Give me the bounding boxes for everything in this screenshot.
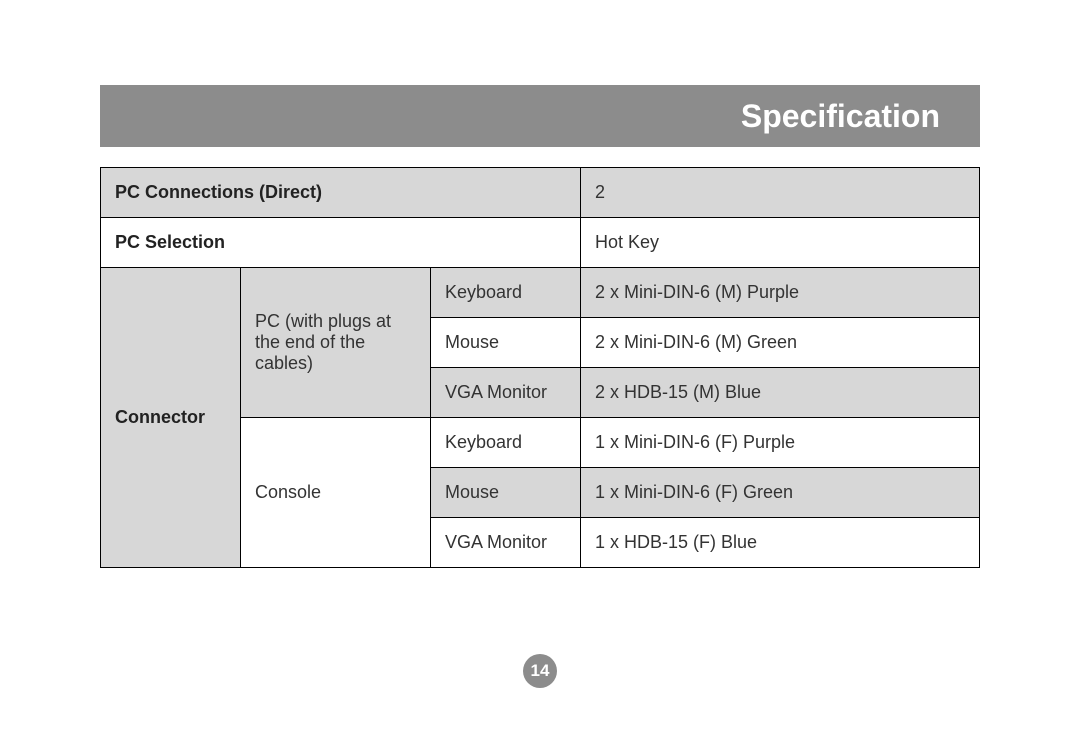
table-row: PC Connections (Direct) 2 [101,168,980,218]
port-cell: Keyboard [431,268,581,318]
port-cell: Mouse [431,468,581,518]
page-container: Specification PC Connections (Direct) 2 … [0,0,1080,752]
table-row: Connector PC (with plugs at the end of t… [101,268,980,318]
spec-cell: 1 x Mini-DIN-6 (F) Green [581,468,980,518]
row-value: 2 [581,168,980,218]
connector-group-label: PC (with plugs at the end of the cables) [241,268,431,418]
port-cell: Mouse [431,318,581,368]
page-title: Specification [741,98,940,135]
page-number: 14 [531,661,550,681]
title-bar: Specification [100,85,980,147]
connector-group-label: Console [241,418,431,568]
port-cell: VGA Monitor [431,518,581,568]
spec-cell: 2 x Mini-DIN-6 (M) Purple [581,268,980,318]
page-number-badge: 14 [523,654,557,688]
connector-label: Connector [101,268,241,568]
row-label: PC Connections (Direct) [101,168,581,218]
port-cell: Keyboard [431,418,581,468]
spec-cell: 2 x Mini-DIN-6 (M) Green [581,318,980,368]
table-row: PC Selection Hot Key [101,218,980,268]
port-cell: VGA Monitor [431,368,581,418]
row-label: PC Selection [101,218,581,268]
spec-cell: 1 x HDB-15 (F) Blue [581,518,980,568]
specification-table: PC Connections (Direct) 2 PC Selection H… [100,167,980,568]
spec-cell: 1 x Mini-DIN-6 (F) Purple [581,418,980,468]
row-value: Hot Key [581,218,980,268]
spec-cell: 2 x HDB-15 (M) Blue [581,368,980,418]
